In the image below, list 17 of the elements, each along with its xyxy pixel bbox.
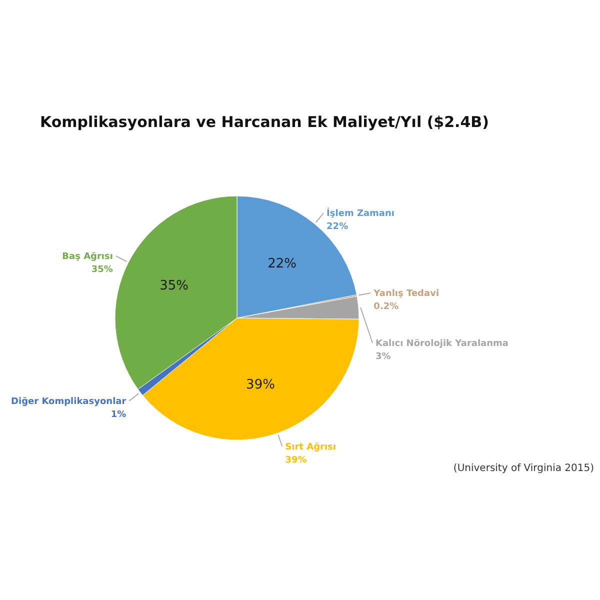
data-label: 22% bbox=[326, 222, 348, 232]
text: (University of Virginia 2015) bbox=[453, 463, 594, 474]
slice-label: Yanlış Tedavi bbox=[372, 288, 440, 299]
data-label: 35% bbox=[91, 264, 113, 275]
slice-label: İşlem Zamanı bbox=[326, 207, 394, 220]
slice-label: Diğer Komplikasyonlar bbox=[11, 396, 127, 407]
slice-label: Sırt Ağrısı bbox=[285, 441, 336, 452]
data-label: 0.2% bbox=[374, 302, 399, 312]
slice-label: Baş Ağrısı bbox=[62, 250, 113, 262]
data-label: 39% bbox=[285, 455, 307, 466]
data-label: 1% bbox=[110, 410, 126, 420]
data-label: 3% bbox=[376, 352, 391, 362]
chart-title: Komplikasyonlara ve Harcanan Ek Maliyet/Yıl ($2.4B) bbox=[40, 113, 489, 131]
text: 35% bbox=[160, 278, 188, 294]
slice-label: Kalıcı Nörolojik Yaralanma bbox=[376, 338, 508, 349]
text: 22% bbox=[268, 256, 296, 272]
text: 39% bbox=[246, 378, 275, 393]
